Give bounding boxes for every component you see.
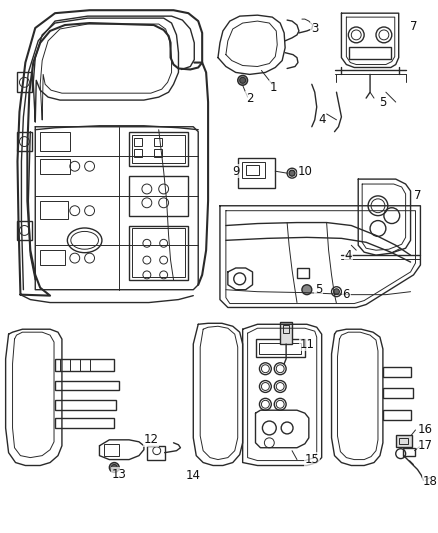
Circle shape <box>333 289 339 295</box>
Bar <box>40 201 68 219</box>
Bar <box>134 138 142 146</box>
Bar <box>40 159 70 174</box>
Text: 5: 5 <box>315 283 322 296</box>
Bar <box>297 268 309 278</box>
Bar <box>132 229 185 277</box>
Bar <box>18 221 32 240</box>
Circle shape <box>302 285 312 295</box>
Circle shape <box>238 75 247 85</box>
Text: 10: 10 <box>297 165 312 177</box>
Bar <box>154 149 162 157</box>
Text: 7: 7 <box>414 189 421 203</box>
Bar <box>40 132 70 151</box>
Bar <box>129 225 188 280</box>
Bar <box>283 325 289 333</box>
Bar <box>129 176 188 216</box>
Text: 15: 15 <box>304 453 319 466</box>
Text: 18: 18 <box>423 475 438 488</box>
Bar <box>129 132 188 166</box>
Bar <box>55 400 116 410</box>
Bar <box>383 367 410 377</box>
Bar <box>18 132 32 151</box>
Text: 9: 9 <box>232 165 240 177</box>
Bar <box>132 135 185 163</box>
Bar <box>238 158 275 188</box>
Circle shape <box>111 465 117 471</box>
Bar <box>154 138 162 146</box>
Bar <box>399 438 408 444</box>
Bar <box>134 149 142 157</box>
Bar <box>55 418 114 428</box>
Text: 2: 2 <box>246 92 253 104</box>
Bar <box>40 250 65 265</box>
Text: 5: 5 <box>379 95 387 109</box>
Bar <box>242 163 265 178</box>
Bar <box>383 389 413 398</box>
Bar <box>255 339 305 357</box>
Text: 6: 6 <box>343 288 350 301</box>
Bar <box>350 47 391 59</box>
Bar <box>18 72 32 92</box>
Text: 4: 4 <box>318 114 325 126</box>
Circle shape <box>240 77 246 83</box>
Bar <box>396 435 412 447</box>
Text: 4: 4 <box>345 248 352 262</box>
Circle shape <box>110 463 119 472</box>
Text: 16: 16 <box>418 423 433 437</box>
Bar <box>55 359 114 370</box>
Text: 17: 17 <box>418 439 433 453</box>
Bar <box>383 410 410 420</box>
Bar <box>280 322 292 344</box>
Bar <box>104 444 119 456</box>
Bar <box>403 448 414 456</box>
Text: 12: 12 <box>143 433 158 446</box>
Bar <box>259 343 301 354</box>
Text: 13: 13 <box>112 468 127 481</box>
Bar <box>147 446 165 459</box>
Text: 1: 1 <box>269 80 277 94</box>
Text: 14: 14 <box>186 469 201 482</box>
Bar <box>55 381 119 391</box>
Text: 11: 11 <box>299 337 314 351</box>
Circle shape <box>289 170 295 176</box>
Bar <box>246 165 259 175</box>
Text: 3: 3 <box>311 22 318 36</box>
Text: 7: 7 <box>410 20 417 33</box>
